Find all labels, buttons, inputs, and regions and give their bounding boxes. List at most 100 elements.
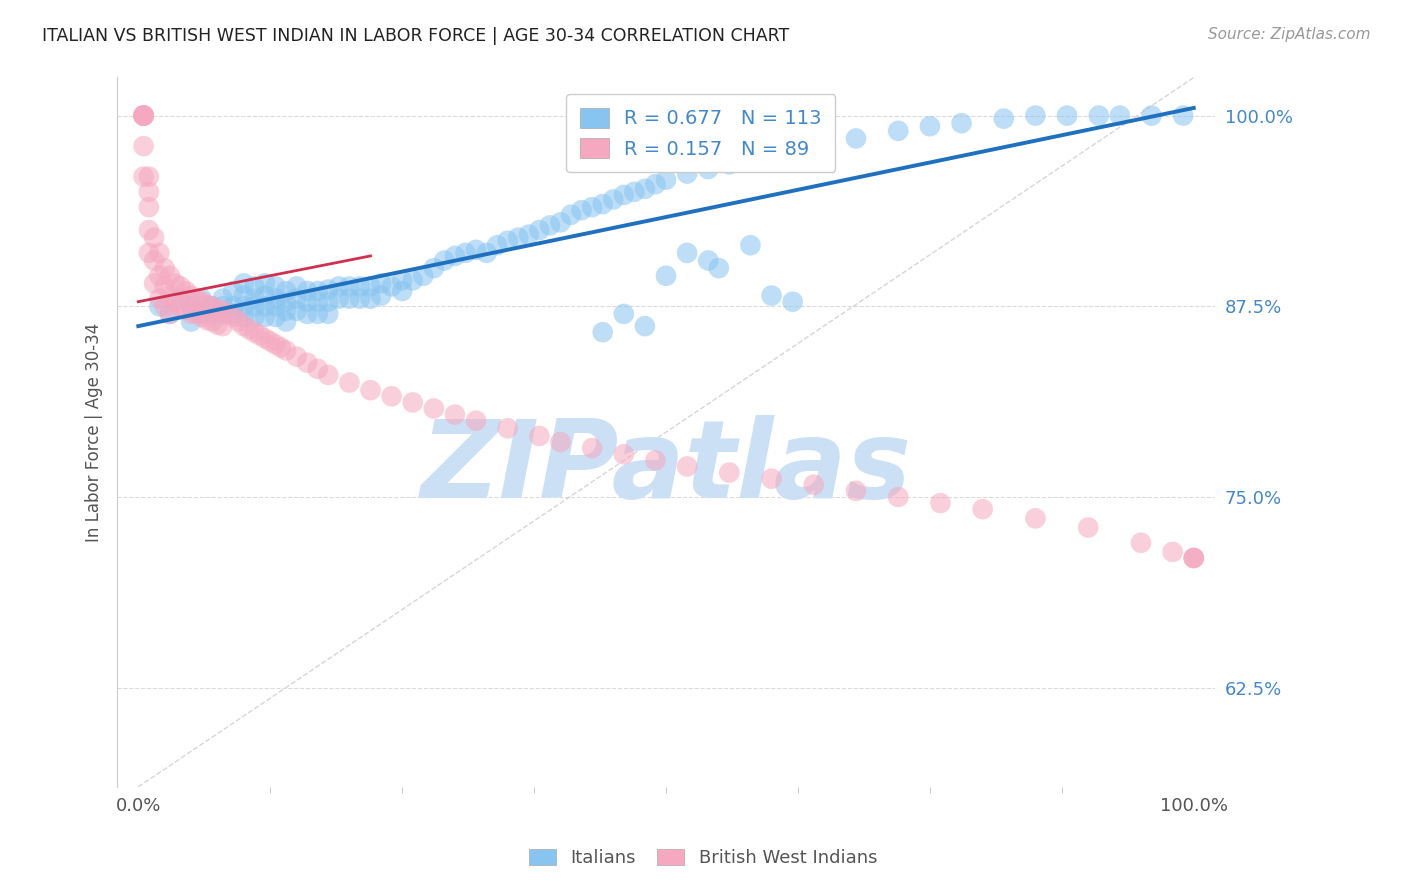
Point [270,341,292,355]
Point [253,310,276,324]
Point [222,284,245,298]
Point [644,178,666,192]
Point [274,343,297,358]
Point [165,294,187,309]
Point [1087,109,1109,123]
Point [412,268,434,283]
Point [211,319,233,334]
Point [1182,551,1205,566]
Point [1130,535,1153,549]
Point [496,234,519,248]
Point [761,146,783,161]
Point [381,279,404,293]
Point [803,477,825,491]
Point [529,223,551,237]
Point [207,302,229,317]
Point [423,401,446,416]
Point [349,279,371,293]
Point [707,261,730,276]
Point [644,453,666,467]
Point [993,112,1015,126]
Point [602,193,624,207]
Point [295,356,318,370]
Point [676,459,699,474]
Point [264,337,287,351]
Point [950,116,973,130]
Point [222,310,245,324]
Point [454,246,477,260]
Point [316,294,339,309]
Point [761,472,783,486]
Point [508,230,530,244]
Point [195,313,218,327]
Point [186,292,208,306]
Point [613,188,636,202]
Point [433,253,456,268]
Point [307,361,329,376]
Point [592,197,614,211]
Point [697,253,720,268]
Point [813,136,835,150]
Point [264,310,287,324]
Point [138,185,160,199]
Point [740,238,762,252]
Point [402,273,425,287]
Point [360,383,382,397]
Point [132,109,155,123]
Y-axis label: In Labor Force | Age 30-34: In Labor Force | Age 30-34 [86,323,103,541]
Point [159,307,181,321]
Point [232,310,254,324]
Point [929,496,952,510]
Point [201,314,224,328]
Point [285,350,308,364]
Point [132,109,155,123]
Point [718,157,741,171]
Point [159,268,181,283]
Point [159,288,181,302]
Point [195,298,218,312]
Point [307,294,329,309]
Point [1077,520,1099,534]
Point [169,279,191,293]
Point [232,288,254,302]
Point [360,292,382,306]
Point [634,182,657,196]
Point [253,299,276,313]
Point [295,307,318,321]
Point [190,294,212,309]
Point [159,307,181,321]
Point [316,283,339,297]
Point [148,268,170,283]
Text: ITALIAN VS BRITISH WEST INDIAN IN LABOR FORCE | AGE 30-34 CORRELATION CHART: ITALIAN VS BRITISH WEST INDIAN IN LABOR … [42,27,789,45]
Point [465,243,488,257]
Point [148,292,170,306]
Point [253,277,276,291]
Point [232,299,254,313]
Point [550,435,572,450]
Point [264,292,287,306]
Point [243,299,266,313]
Point [328,279,350,293]
Point [148,246,170,260]
Point [655,172,678,186]
Point [1182,551,1205,566]
Point [211,303,233,318]
Point [1173,109,1195,123]
Point [697,161,720,176]
Point [402,395,425,409]
Point [132,109,155,123]
Point [138,200,160,214]
Point [581,441,603,455]
Point [148,299,170,313]
Point [845,131,868,145]
Point [174,302,197,317]
Point [138,169,160,184]
Point [264,299,287,313]
Point [307,284,329,298]
Point [190,310,212,324]
Point [285,279,308,293]
Point [337,279,360,293]
Point [613,307,636,321]
Point [180,299,202,313]
Point [550,215,572,229]
